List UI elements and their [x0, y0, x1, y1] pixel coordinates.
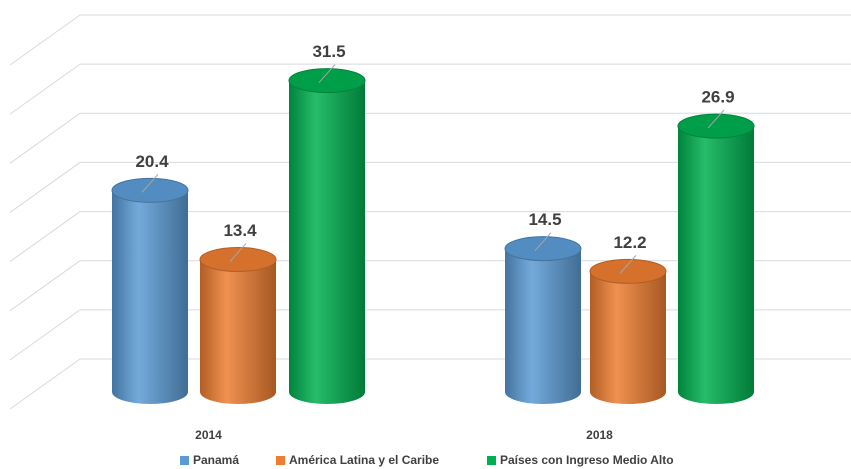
value-label: 20.4: [135, 152, 169, 171]
grid-line: [9, 260, 81, 312]
leader-line: [141, 173, 159, 193]
bar-top: [288, 68, 366, 94]
bar: [112, 190, 188, 404]
bar: [590, 271, 666, 404]
bar-top: [589, 258, 667, 284]
value-label: 31.5: [312, 42, 345, 61]
bar-top: [199, 247, 277, 273]
legend-swatch: [487, 456, 496, 465]
legend-label: Países con Ingreso Medio Alto: [500, 453, 674, 467]
grid-line: [9, 162, 81, 213]
leader-line: [534, 232, 552, 251]
leader-line: [619, 255, 637, 274]
x-tick-label: 2018: [586, 428, 613, 442]
leader-line: [707, 109, 725, 129]
grid-line: [9, 14, 81, 66]
grid-line: [9, 358, 81, 410]
legend-swatch: [276, 456, 285, 465]
bar: [200, 259, 276, 404]
value-label: 14.5: [528, 210, 561, 229]
bar-top: [111, 177, 189, 203]
grid-line: [9, 112, 81, 164]
grid-line: [9, 309, 81, 361]
leader-line: [318, 64, 336, 83]
grid-line: [9, 63, 81, 115]
bar-top: [504, 236, 582, 262]
leader-line: [229, 243, 247, 262]
bar-top: [677, 113, 755, 139]
value-label: 13.4: [223, 221, 257, 240]
bar: [678, 126, 754, 405]
x-tick-label: 2014: [195, 428, 222, 442]
bar: [289, 80, 365, 404]
value-label: 26.9: [701, 88, 734, 107]
legend-label: América Latina y el Caribe: [289, 453, 439, 467]
value-label: 12.2: [613, 233, 646, 252]
bar: [505, 248, 581, 404]
legend-swatch: [180, 456, 189, 465]
legend-label: Panamá: [193, 453, 239, 467]
grid-line: [9, 211, 81, 262]
